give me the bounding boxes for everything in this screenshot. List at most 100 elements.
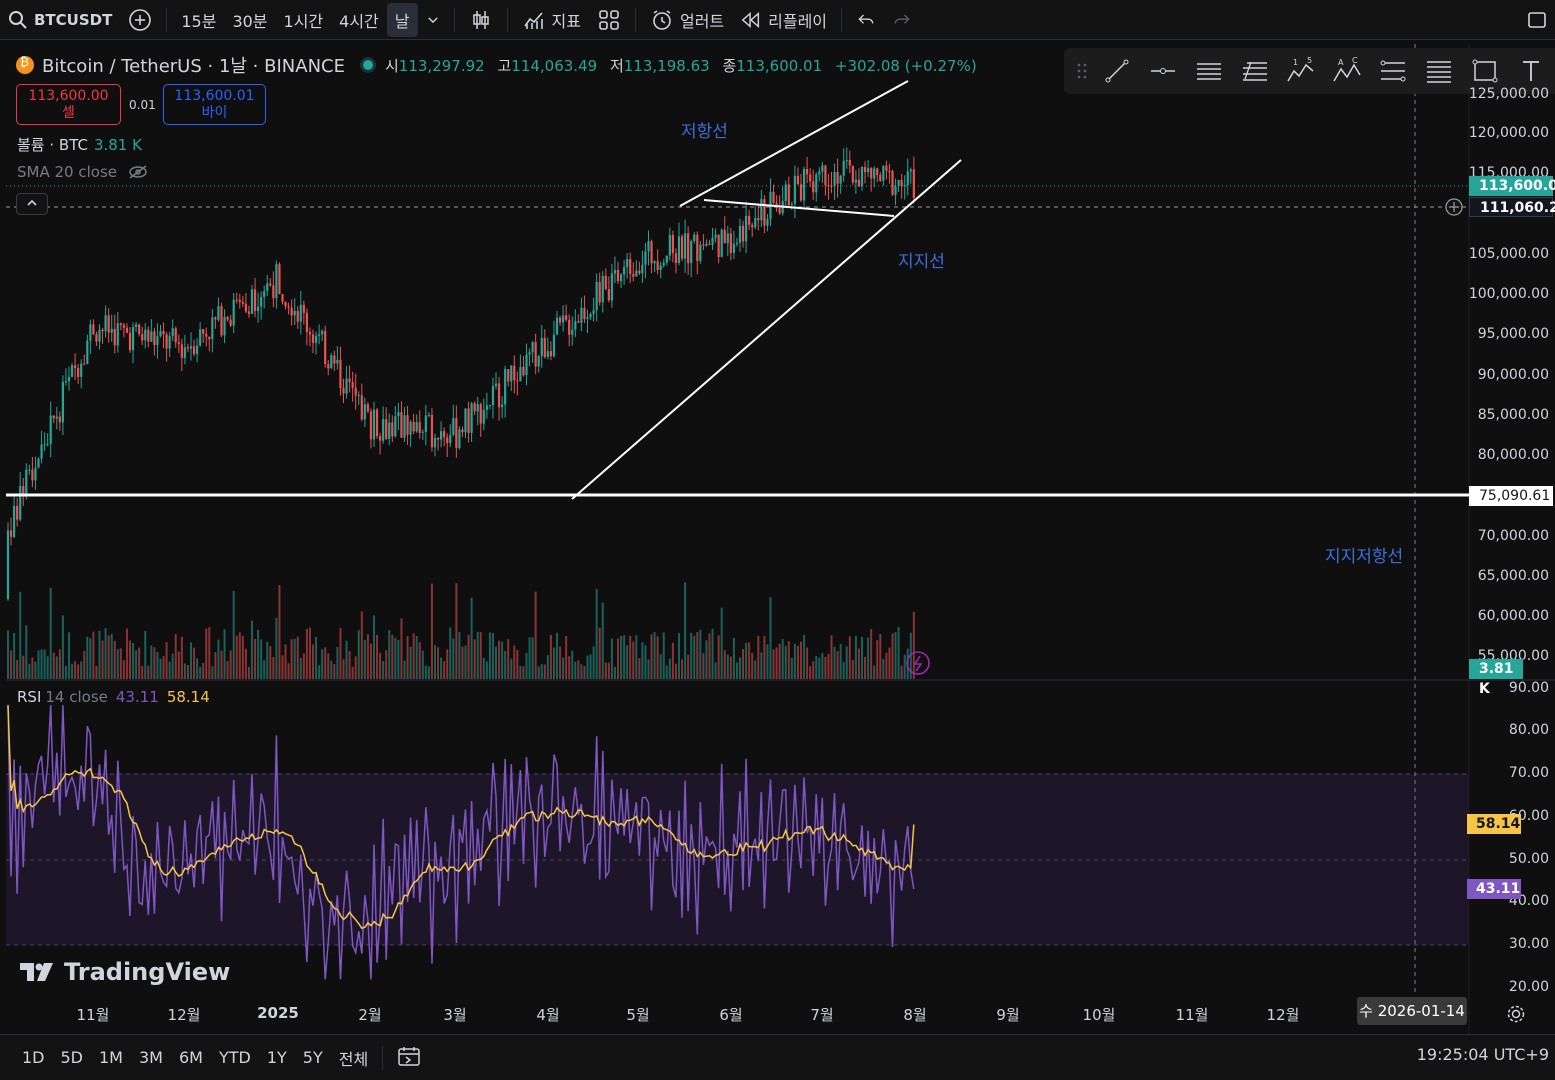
volume-bar [110, 633, 113, 679]
sell-button[interactable]: 113,600.00 셀 [16, 84, 121, 125]
volume-bar [592, 646, 595, 679]
layout-button[interactable] [589, 0, 629, 40]
candle-body [763, 199, 766, 226]
lightning-icon[interactable] [906, 651, 930, 675]
sma-legend[interactable]: SMA 20 close [17, 163, 149, 181]
symbol-search[interactable]: BTCUSDT [0, 0, 120, 40]
volume-bar [711, 628, 714, 679]
compare-button[interactable] [120, 0, 160, 40]
interval-day[interactable]: 날 [386, 2, 418, 37]
candle-body [235, 299, 238, 301]
resistance-trendline[interactable] [679, 80, 909, 207]
range-1y[interactable]: 1Y [266, 1048, 287, 1067]
undo-button[interactable] [848, 0, 884, 40]
gann-tool[interactable] [1416, 48, 1462, 94]
chart-area[interactable] [6, 44, 1555, 1034]
parallel-channel-tool[interactable] [1186, 48, 1232, 94]
chart-type-button[interactable] [461, 0, 501, 40]
candle-body [52, 415, 55, 419]
interval-dropdown[interactable] [418, 0, 448, 40]
goto-date-button[interactable] [389, 1045, 429, 1071]
volume-bar [400, 618, 403, 679]
replay-button[interactable]: 리플레이 [732, 0, 835, 40]
volume-bar [354, 656, 357, 679]
symbol-title[interactable]: Bitcoin / TetherUS · 1날 · BINANCE [42, 56, 345, 77]
candle-body [845, 160, 848, 162]
candle-body [400, 412, 403, 438]
interval-1h[interactable]: 1시간 [283, 11, 324, 31]
candle-body [653, 261, 656, 264]
volume-bar [223, 629, 226, 679]
drag-handle[interactable] [1070, 48, 1094, 94]
price-chart-canvas[interactable] [6, 44, 1555, 1034]
range-6m[interactable]: 6M [178, 1048, 203, 1067]
resistance-annotation[interactable]: 저항선 [681, 122, 728, 142]
candle-body [458, 429, 461, 449]
eye-hidden-icon[interactable] [127, 164, 149, 180]
volume-bar [729, 656, 732, 679]
text-tool[interactable] [1508, 48, 1554, 94]
alert-button[interactable]: 얼러트 [642, 0, 732, 40]
rectangle-tool[interactable] [1462, 48, 1508, 94]
range-ytd[interactable]: YTD [218, 1048, 251, 1067]
range-3m[interactable]: 3M [138, 1048, 163, 1067]
pitchfork-tool[interactable] [1370, 48, 1416, 94]
rsi-legend[interactable]: RSI 14 close 43.11 58.14 [17, 688, 210, 706]
candle-body [894, 186, 897, 195]
candle-body [836, 172, 839, 184]
indicators-button[interactable]: 지표 [514, 0, 589, 40]
candle-body [687, 233, 690, 264]
interval-30m[interactable]: 30분 [232, 11, 268, 31]
candle-body [89, 324, 92, 341]
add-crosshair-icon[interactable] [1442, 196, 1466, 220]
interval-15m[interactable]: 15분 [181, 11, 217, 31]
timezone-clock[interactable]: 19:25:04 UTC+9 [1416, 1045, 1549, 1064]
trendline-tool[interactable] [1094, 48, 1140, 94]
candle-body [290, 307, 293, 316]
volume-bar [760, 652, 763, 679]
volume-bar [89, 638, 92, 679]
volume-value: 3.81 K [93, 136, 142, 154]
range-5d[interactable]: 5D [60, 1048, 84, 1067]
buy-button[interactable]: 113,600.01 바이 [163, 84, 266, 125]
volume-bar [211, 666, 214, 679]
support-resistance-annotation[interactable]: 지지저항선 [1325, 547, 1404, 567]
volume-bar [562, 657, 565, 679]
range-5y[interactable]: 5Y [302, 1048, 323, 1067]
candle-body [558, 317, 562, 323]
fullscreen-button[interactable] [1519, 0, 1555, 40]
volume-bar [482, 657, 485, 679]
volume-bar [531, 637, 534, 679]
candle-body [510, 365, 513, 382]
horizontal-ray-tool[interactable] [1140, 48, 1186, 94]
volume-bar [717, 635, 720, 679]
fib-tool[interactable] [1232, 48, 1278, 94]
range-1m[interactable]: 1M [99, 1048, 123, 1067]
settings-gear-icon[interactable] [1505, 1003, 1527, 1025]
drag-dots-icon [1077, 63, 1087, 79]
volume-bar [150, 645, 153, 679]
tradingview-logo[interactable]: TradingView [20, 958, 230, 986]
candle-body [9, 530, 13, 537]
candle-body [357, 395, 360, 397]
volume-bar [549, 634, 552, 679]
range-1d[interactable]: 1D [22, 1048, 45, 1067]
collapse-legend-button[interactable] [16, 193, 48, 215]
volume-bar [607, 662, 610, 679]
interval-4h[interactable]: 4시간 [339, 11, 379, 31]
support-trendline[interactable] [571, 159, 962, 500]
triangle-trendline[interactable] [703, 199, 895, 217]
candle-body [369, 411, 373, 440]
rsi-tick: 70.00 [1508, 765, 1549, 781]
support-annotation[interactable]: 지지선 [898, 252, 945, 272]
range-all[interactable]: 전체 [338, 1049, 369, 1069]
price-tick: 100,000.00 [1468, 286, 1549, 302]
volume-legend[interactable]: 볼륨 · BTC 3.81 K [17, 134, 142, 155]
bitcoin-icon [16, 55, 34, 74]
candle-body [812, 181, 815, 193]
volume-bar [559, 646, 562, 679]
redo-button[interactable] [884, 0, 920, 40]
candle-body [522, 366, 525, 376]
